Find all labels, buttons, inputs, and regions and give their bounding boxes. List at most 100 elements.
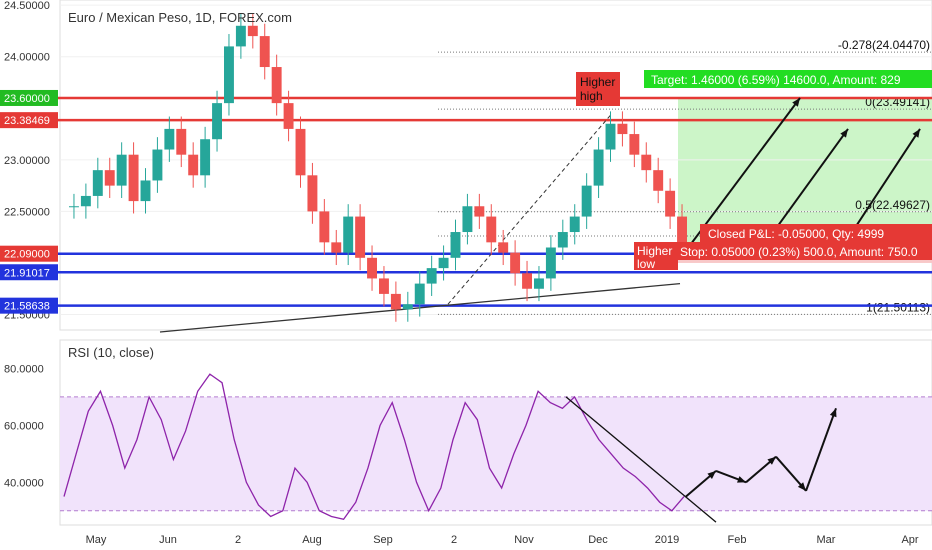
price-badge [0,112,58,129]
price-tick-label: 23.00000 [4,155,50,167]
higher-low-label: low [637,257,655,271]
closed-pnl-box [700,224,932,242]
candle-body [319,211,330,243]
rsi-forecast-arrow [805,407,837,492]
candle-body [152,149,163,181]
candle-body [498,242,509,253]
candle-body [128,154,139,202]
candle-body [450,232,461,258]
price-badge-label: 23.38469 [4,115,50,127]
fib-level-label: -0.278(24.04470) [838,38,930,52]
rsi-forecast-arrow-head [829,408,837,418]
higher-low-box [634,242,678,270]
target-label: Target: 1.46000 (6.59%) 14600.0, Amount:… [651,73,901,87]
candle-body [69,206,79,208]
projection-arrow-head [840,128,848,138]
candle-body [677,216,687,243]
rsi-title: RSI (10, close) [68,345,154,360]
fib-level-label: 0.5(22.49627) [855,198,930,212]
candle-body [200,139,211,176]
price-badge [0,264,58,281]
candle-body [510,252,521,274]
candle-body [605,123,616,150]
projection-arrow-head [912,128,920,138]
candle-body [474,206,485,217]
price-badge [0,297,58,314]
candle-body [581,185,592,217]
x-tick-label: Aug [302,534,322,546]
candle-body [235,25,246,47]
rsi-forecast-arrow-head [767,456,776,465]
rsi-band [60,396,932,511]
higher-high-box [576,72,620,106]
candle-body [390,293,401,310]
candle-body [557,232,568,248]
rsi-forecast-arrow-head [797,482,806,491]
x-tick-label: Apr [901,534,918,546]
candle-body [164,128,175,150]
candle-body [414,283,425,305]
candle-body [402,304,413,310]
candle-body [80,195,91,207]
candle-body [367,257,377,279]
candle-body [379,278,389,294]
x-tick-label: May [86,534,107,546]
candle-body [271,67,282,104]
target-arrow-head [792,97,800,107]
fib-level-label: 1(21.50113) [866,300,930,314]
candle-body [438,257,449,269]
x-tick-label: Feb [728,534,747,546]
higher-low-label: Higher [637,244,672,258]
chart-title: Euro / Mexican Peso, 1D, FOREX.com [68,10,292,25]
x-tick-label: Sep [373,534,393,546]
candle-body [104,170,115,186]
candle-body [462,206,473,233]
candle-body [641,154,652,171]
target-box [644,70,932,88]
rsi-tick-label: 80.0000 [4,363,44,375]
rsi-tick-label: 60.0000 [4,420,44,432]
candle-body [307,175,318,212]
x-tick-label: Dec [588,534,608,546]
candle-body [259,36,270,68]
candle-body [629,134,640,155]
candle-body [224,46,234,104]
price-badge-label: 21.91017 [4,267,50,279]
price-tick-label: 24.00000 [4,52,50,64]
rsi-line [63,373,685,521]
candle-body [212,103,222,140]
candle-body [116,154,127,186]
x-tick-label: Jun [159,534,177,546]
x-tick-label: 2 [451,534,457,546]
x-tick-label: 2019 [655,534,679,546]
price-badge-label: 23.60000 [4,93,50,105]
price-tick-label: 22.50000 [4,206,50,218]
candle-body [355,216,366,258]
x-tick-label: Nov [514,534,534,546]
higher-high-label: high [580,89,603,103]
candle-body [140,180,151,202]
candle-body [426,268,437,284]
candle-body [534,278,544,289]
candle-body [283,103,294,129]
candle-body [653,170,664,191]
price-badge [0,89,58,106]
candle-body [665,190,676,217]
candle-body [92,170,103,196]
price-badge [0,245,58,262]
price-tick-label: 24.50000 [4,0,50,12]
x-tick-label: 2 [235,534,241,546]
rsi-tick-label: 40.0000 [4,477,44,489]
candle-body [522,273,532,289]
candle-body [247,25,258,37]
higher-high-label: Higher [580,75,615,89]
rsi-forecast-arrow-head [707,470,716,479]
candle-body [295,128,306,176]
x-tick-label: Mar [817,534,836,546]
price-badge-label: 22.09000 [4,249,50,261]
stop-box [676,242,932,260]
candle-body [331,242,342,253]
candle-body [188,154,199,176]
